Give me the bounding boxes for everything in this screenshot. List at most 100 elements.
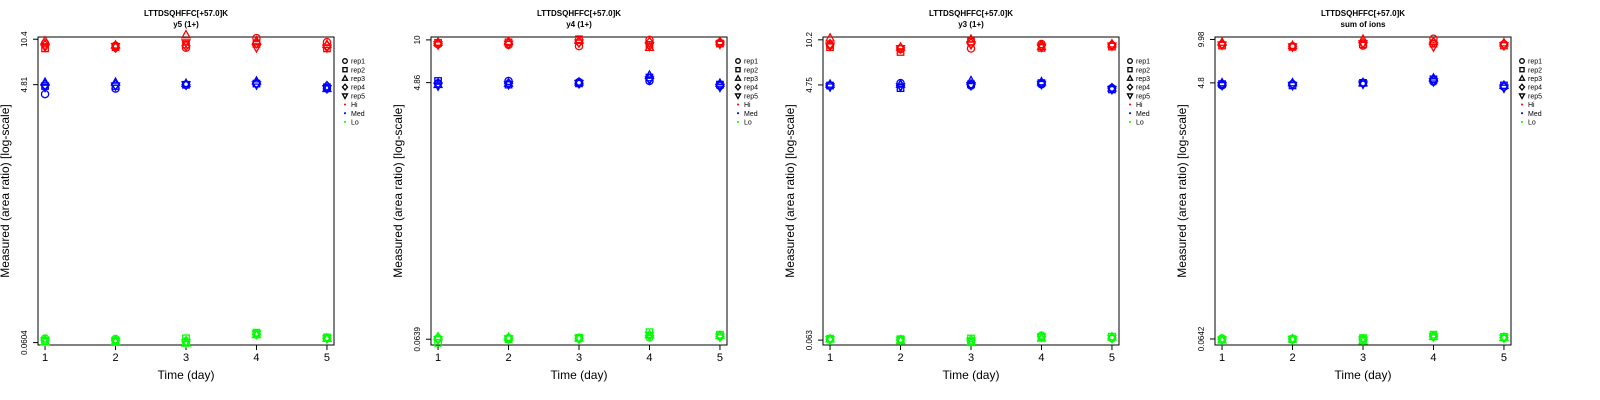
data-point-hi-rep4	[1428, 36, 1439, 48]
legend-symbol-rep1	[342, 58, 348, 64]
y-axis-label: Measured (area ratio) [log-scale]	[391, 104, 405, 277]
data-point-hi-rep5	[1428, 43, 1439, 53]
x-tick-label: 3	[183, 352, 189, 364]
legend-label-rep4: rep4	[351, 85, 365, 92]
legend-label-rep1: rep1	[1136, 59, 1150, 66]
legend-label-lo: Lo	[1528, 120, 1536, 127]
legend-label-rep2: rep2	[744, 67, 758, 74]
y-tick-label: 4.8	[1197, 77, 1206, 89]
data-point-med-rep4	[433, 77, 443, 89]
data-point-hi-rep5	[965, 41, 977, 51]
legend-label-rep2: rep2	[351, 67, 365, 74]
legend-symbol-med	[736, 112, 740, 115]
chart-panel-3: LTTDSQHFFC[+57.0]K y3 (1+) 1 2 3 4 5 Time (day)…	[783, 9, 1150, 382]
legend-label-rep3: rep3	[351, 76, 365, 83]
legend-symbol-rep3	[1126, 74, 1134, 81]
data-point-lo-rep3	[1287, 333, 1298, 343]
data-point-med-rep3	[1106, 82, 1118, 92]
data-point-hi-rep5	[39, 43, 51, 53]
legend-symbol-hi	[1520, 103, 1524, 106]
legend-symbol-rep3	[734, 74, 742, 81]
data-point-med-rep5	[644, 76, 655, 86]
legend-label-med: Med	[1528, 111, 1542, 118]
legend-label-rep5: rep5	[1528, 93, 1542, 100]
x-tick-label: 4	[646, 352, 652, 364]
data-point-hi-rep4	[251, 37, 262, 49]
y-axis-label: Measured (area ratio) [log-scale]	[783, 104, 797, 277]
legend-symbol-rep5	[734, 93, 742, 100]
x-tick-label: 3	[968, 352, 974, 364]
data-point-lo-rep5	[39, 337, 51, 347]
y-axis-label: Measured (area ratio) [log-scale]	[0, 104, 12, 277]
data-point-lo-rep5	[1036, 333, 1047, 343]
legend-label-hi: Hi	[744, 102, 751, 109]
data-point-hi-rep5	[1036, 43, 1047, 53]
data-point-hi-rep3	[1357, 33, 1369, 43]
legend-symbol-rep5	[341, 93, 349, 100]
legend-label-rep1: rep1	[351, 59, 365, 66]
data-point-lo-rep5	[895, 336, 906, 346]
legend-symbol-lo	[1520, 120, 1524, 123]
x-tick-label: 3	[1360, 352, 1366, 364]
chart-panel-2: LTTDSQHFFC[+57.0]K y4 (1+) 1 2 3 4 5 Time (day)…	[391, 9, 758, 382]
x-tick-label: 4	[1038, 352, 1044, 364]
x-tick-label: 2	[1289, 352, 1295, 364]
legend-symbol-lo	[1128, 120, 1132, 123]
legend-label-rep5: rep5	[1136, 93, 1150, 100]
data-point-hi-rep3	[180, 29, 192, 39]
x-axis-label: Time (day)	[551, 368, 608, 382]
legend-label-lo: Lo	[1136, 120, 1144, 127]
legend-symbol-rep4	[1126, 83, 1134, 91]
x-tick-label: 2	[112, 352, 118, 364]
x-axis-label: Time (day)	[1335, 368, 1392, 382]
legend-label-lo: Lo	[744, 120, 752, 127]
data-point-med-rep5	[573, 79, 585, 90]
data-point-lo-rep5	[251, 330, 262, 340]
legend-label-rep4: rep4	[1136, 85, 1150, 92]
data-point-hi-rep5	[1106, 42, 1118, 52]
y-tick-label: 0.0639	[413, 326, 422, 351]
data-point-hi-rep5	[1357, 40, 1369, 50]
chart-subtitle: y4 (1+)	[566, 20, 592, 29]
data-point-med-rep5	[180, 81, 192, 91]
data-point-lo-rep5	[180, 338, 192, 349]
data-point-hi-rep5	[1216, 41, 1228, 51]
legend-label-hi: Hi	[1136, 102, 1143, 109]
data-point-med-rep5	[965, 82, 977, 92]
data-point-med-rep5	[1036, 80, 1047, 90]
plot-frame	[37, 36, 335, 346]
data-point-med-rep5	[895, 83, 906, 93]
data-point-lo-rep5	[321, 335, 333, 345]
data-point-med-rep5	[110, 82, 121, 92]
legend-symbol-rep2	[1519, 66, 1525, 73]
y-tick-label: 10.2	[805, 31, 814, 47]
x-tick-label: 4	[1430, 352, 1436, 364]
data-point-lo-rep3	[321, 332, 333, 342]
data-point-med-rep5	[824, 83, 836, 93]
data-point-lo-rep5	[714, 333, 726, 343]
legend-label-rep4: rep4	[1528, 85, 1542, 92]
legend-symbol-rep4	[1518, 83, 1526, 91]
x-axis-label: Time (day)	[158, 368, 215, 382]
legend-label-rep2: rep2	[1136, 67, 1150, 74]
data-point-hi-rep5	[180, 39, 192, 49]
data-point-hi-rep1	[1429, 34, 1438, 43]
legend-label-hi: Hi	[1528, 102, 1535, 109]
legend-label-rep5: rep5	[744, 93, 758, 100]
data-point-hi-rep3	[110, 39, 121, 49]
legend-label-med: Med	[1136, 111, 1150, 118]
data-point-med-rep5	[321, 85, 333, 95]
data-point-lo-rep5	[110, 337, 121, 347]
data-point-med-rep3	[503, 77, 514, 87]
data-point-med-rep5	[39, 83, 51, 93]
data-point-hi-rep1	[252, 33, 261, 43]
legend-symbol-rep2	[342, 66, 348, 73]
data-point-med-rep5	[1287, 81, 1298, 92]
legend-symbol-rep5	[1518, 93, 1526, 100]
y-tick-label: 0.063	[805, 330, 814, 351]
data-point-lo-rep5	[1216, 336, 1228, 346]
legend-label-rep1: rep1	[1528, 59, 1542, 66]
data-point-lo-rep5	[824, 336, 836, 346]
legend-symbol-med	[343, 112, 347, 115]
